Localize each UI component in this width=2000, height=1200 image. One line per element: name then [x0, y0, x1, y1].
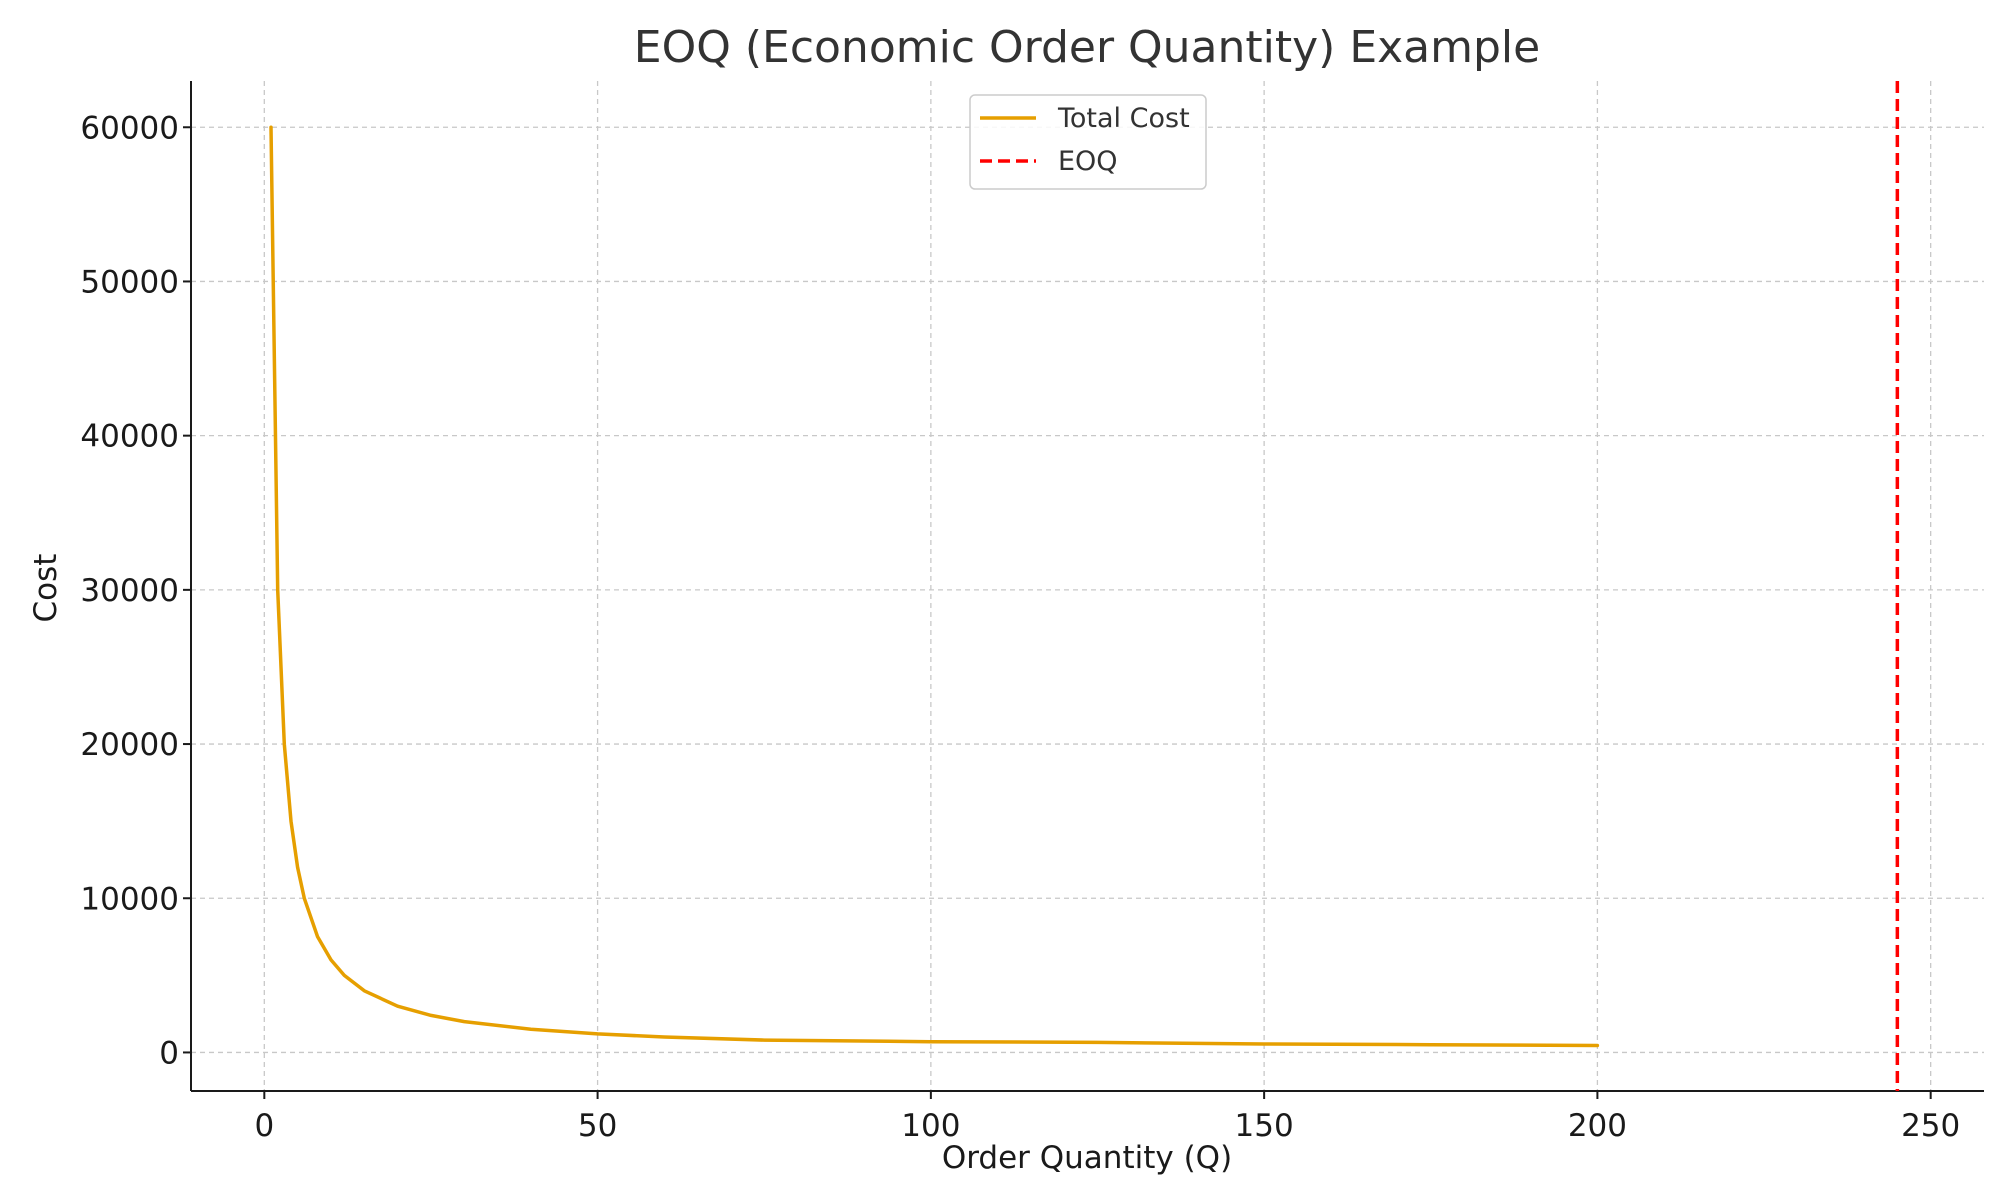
y-tick-label-20000: 20000 [80, 727, 179, 763]
y-axis-label: Cost [28, 554, 64, 623]
y-tick-label-0: 0 [159, 1035, 179, 1071]
legend: Total Cost EOQ [969, 94, 1207, 190]
y-tick-label-50000: 50000 [80, 264, 179, 300]
x-tick-label-50: 50 [578, 1108, 617, 1144]
y-tick-label-30000: 30000 [80, 573, 179, 609]
x-tick-label-0: 0 [254, 1108, 274, 1144]
x-tick-label-250: 250 [1901, 1108, 1960, 1144]
series-line-total-cost [269, 125, 1600, 1048]
legend-label-eoq: EOQ [1058, 146, 1118, 177]
series-layer [269, 81, 1900, 1091]
x-axis-label: Order Quantity (Q) [942, 1140, 1232, 1176]
x-tick-label-200: 200 [1568, 1108, 1627, 1144]
axes-layer [190, 81, 1984, 1092]
legend-label-total-cost: Total Cost [1057, 103, 1190, 134]
grid-layer [191, 81, 1984, 1091]
y-tick-label-40000: 40000 [80, 419, 179, 455]
x-tick-label-100: 100 [901, 1108, 960, 1144]
y-tick-label-60000: 60000 [80, 110, 179, 146]
ticks-layer: 0 50 100 150 200 250 0 10000 20000 30000 40000 5000… [80, 110, 1960, 1144]
x-tick-label-150: 150 [1235, 1108, 1294, 1144]
chart-title: EOQ (Economic Order Quantity) Example [634, 22, 1540, 73]
y-tick-label-10000: 10000 [80, 881, 179, 917]
